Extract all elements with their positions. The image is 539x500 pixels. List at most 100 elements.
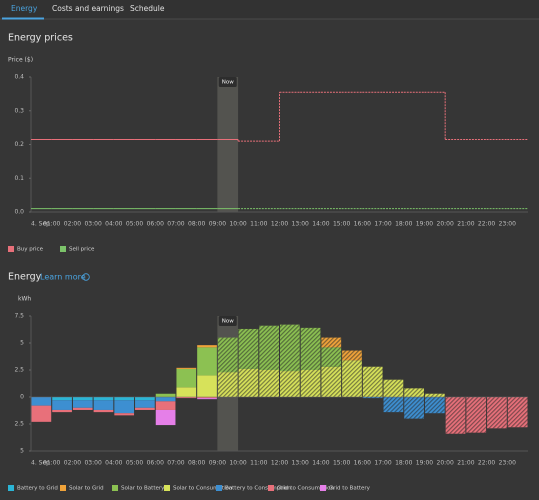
y-tick-label: 0.0	[14, 209, 24, 216]
bar-segment	[93, 409, 114, 413]
bar-segment	[52, 409, 72, 413]
forecast-hatch	[342, 350, 362, 361]
x-tick-label: 09:00	[209, 460, 226, 467]
forecast-hatch	[404, 397, 424, 419]
chart-title: Energy prices	[8, 33, 73, 44]
x-tick-label: 07:00	[167, 460, 184, 467]
y-tick-label: 0	[20, 394, 24, 401]
x-tick-label: 11:00	[250, 460, 267, 467]
bar-segment	[72, 407, 93, 410]
forecast-hatch	[507, 397, 528, 428]
y-axis-label: kWh	[18, 296, 31, 303]
forecast-hatch	[300, 327, 321, 370]
legend-label: Battery to Consumption	[225, 486, 291, 492]
now-badge	[218, 77, 237, 87]
bar-segment	[135, 407, 155, 410]
forecast-hatch	[217, 337, 238, 373]
x-tick-label: 23:00	[499, 460, 516, 467]
forecast-hatch	[238, 368, 259, 397]
bar-segment	[93, 397, 114, 401]
bar-segment	[72, 397, 93, 401]
now-label: Now	[222, 80, 234, 86]
bar-segment	[176, 368, 197, 388]
x-tick-label: 06:00	[147, 221, 164, 228]
forecast-hatch	[217, 372, 238, 397]
x-tick-label: 22:00	[478, 460, 495, 467]
x-tick-label: 08:00	[188, 221, 205, 228]
x-tick-label: 05:00	[126, 221, 143, 228]
x-tick-label: 22:00	[478, 221, 495, 228]
legend-label: Solar to Consumption	[173, 486, 233, 492]
x-tick-label: 06:00	[147, 460, 164, 467]
x-tick-label: 04:00	[105, 460, 122, 467]
y-tick-label: 0.2	[14, 141, 24, 148]
y-tick-label: 0.1	[14, 175, 24, 182]
forecast-hatch	[321, 337, 342, 348]
tab[interactable]: Energy	[11, 4, 38, 13]
x-tick-label: 14:00	[312, 460, 329, 467]
forecast-hatch	[487, 397, 507, 429]
legend-swatch	[112, 485, 118, 491]
tab[interactable]: Costs and earnings	[52, 4, 124, 13]
legend-label: Sell price	[69, 247, 95, 253]
forecast-hatch	[259, 370, 279, 397]
now-band	[217, 77, 239, 212]
tab[interactable]: Schedule	[130, 4, 165, 13]
x-tick-label: 21:00	[457, 221, 474, 228]
bar-segment	[72, 400, 93, 408]
y-tick-label: 5	[20, 448, 24, 455]
x-tick-label: 08:00	[188, 460, 205, 467]
x-tick-label: 19:00	[416, 221, 433, 228]
now-badge	[218, 316, 237, 326]
bar-segment	[155, 409, 176, 426]
y-tick-label: 2.5	[14, 421, 24, 428]
x-tick-label: 18:00	[395, 460, 412, 467]
legend-label: Grid to Battery	[329, 486, 371, 492]
x-tick-label: 18:00	[395, 221, 412, 228]
bar-segment	[31, 397, 52, 406]
chart-title: Energy	[8, 272, 42, 283]
bar-segment	[197, 397, 217, 399]
forecast-hatch	[466, 397, 487, 433]
forecast-hatch	[321, 366, 342, 397]
x-tick-label: 14:00	[312, 221, 329, 228]
forecast-hatch	[424, 393, 445, 397]
legend-label: Grid to Consumption	[277, 486, 335, 492]
forecast-hatch	[280, 371, 300, 397]
x-tick-label: 17:00	[374, 221, 391, 228]
x-tick-label: 03:00	[84, 221, 101, 228]
legend-swatch	[60, 246, 66, 252]
legend-label: Solar to Grid	[69, 486, 104, 492]
learn-more-link[interactable]: Learn more	[40, 273, 86, 282]
legend-label: Solar to Battery	[121, 486, 165, 492]
x-tick-label: 03:00	[84, 460, 101, 467]
bar-segment	[176, 387, 197, 397]
bar-segment	[114, 397, 135, 401]
forecast-hatch	[280, 324, 300, 372]
x-tick-label: 05:00	[126, 460, 143, 467]
y-tick-label: 0.3	[14, 107, 24, 114]
x-tick-label: 12:00	[271, 221, 288, 228]
info-icon[interactable]	[82, 273, 90, 281]
forecast-hatch	[321, 347, 342, 367]
bar-segment	[176, 367, 197, 369]
x-tick-label: 13:00	[292, 221, 309, 228]
legend-swatch	[8, 485, 14, 491]
forecast-hatch	[362, 366, 383, 397]
x-tick-label: 23:00	[499, 221, 516, 228]
x-tick-label: 07:00	[167, 221, 184, 228]
x-tick-label: 19:00	[416, 460, 433, 467]
forecast-hatch	[404, 388, 424, 397]
legend-label: Battery to Grid	[17, 486, 58, 492]
x-tick-label: 21:00	[457, 460, 474, 467]
x-tick-label: 16:00	[354, 221, 371, 228]
forecast-hatch	[342, 360, 362, 397]
x-tick-label: 10:00	[229, 460, 246, 467]
x-tick-label: 09:00	[209, 221, 226, 228]
bar-segment	[176, 397, 197, 399]
bar-segment	[197, 345, 217, 348]
x-tick-label: 15:00	[333, 460, 350, 467]
x-tick-label: 01:00	[43, 221, 60, 228]
legend-label: Buy price	[17, 247, 44, 253]
